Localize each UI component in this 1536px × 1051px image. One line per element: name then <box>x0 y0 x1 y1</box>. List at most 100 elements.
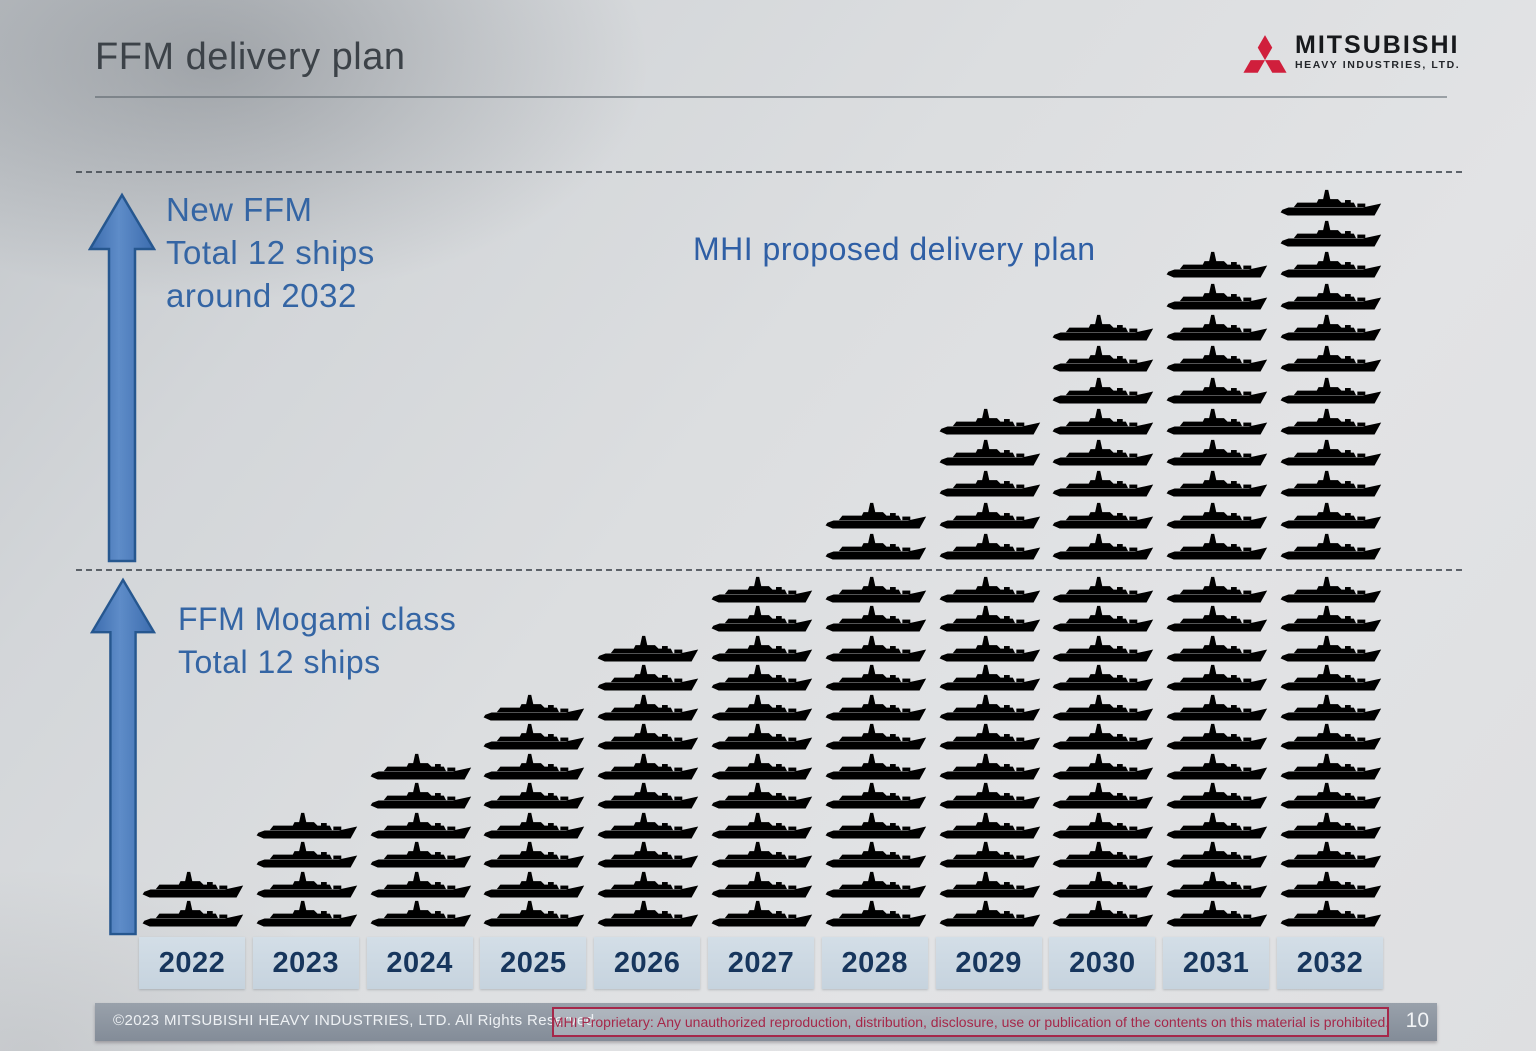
new-ffm-ship-icon <box>1277 283 1383 313</box>
mogami-ship-icon <box>1049 605 1155 635</box>
mogami-ship-icon <box>1277 723 1383 753</box>
mogami-ship-icon <box>1163 576 1269 606</box>
mogami-ship-icon <box>1163 635 1269 665</box>
mogami-ship-icon <box>480 812 586 842</box>
mogami-ship-icon <box>594 664 700 694</box>
new-ffm-ship-icon <box>1277 251 1383 281</box>
mogami-ship-icon <box>822 694 928 724</box>
mogami-ship-icon <box>253 900 359 930</box>
new-ffm-ship-icon <box>1049 314 1155 344</box>
year-label-2029: 2029 <box>935 937 1042 989</box>
new-ffm-ship-icon <box>1163 345 1269 375</box>
mogami-ship-icon <box>936 900 1042 930</box>
mogami-ship-icon <box>822 812 928 842</box>
mogami-ship-icon <box>708 605 814 635</box>
mogami-ship-icon <box>708 782 814 812</box>
mogami-ship-icon <box>822 605 928 635</box>
new-ffm-label-line3: around 2032 <box>166 277 357 314</box>
year-label-2032: 2032 <box>1277 937 1383 989</box>
mogami-ship-icon <box>1163 841 1269 871</box>
mogami-ship-icon <box>1163 753 1269 783</box>
new-ffm-ship-icon <box>1049 345 1155 375</box>
footer-bar: ©2023 MITSUBISHI HEAVY INDUSTRIES, LTD. … <box>95 1003 1437 1041</box>
new-ffm-ship-icon <box>1277 189 1383 219</box>
mogami-ship-icon <box>936 635 1042 665</box>
year-label-2028: 2028 <box>821 937 928 989</box>
mogami-ship-icon <box>1049 812 1155 842</box>
mogami-ship-icon <box>708 753 814 783</box>
new-ffm-ship-icon <box>1277 314 1383 344</box>
new-ffm-ship-icon <box>1163 408 1269 438</box>
year-label-text: 2028 <box>841 946 909 979</box>
new-ffm-ship-icon <box>1163 377 1269 407</box>
new-ffm-ship-icon <box>1163 283 1269 313</box>
mitsubishi-three-diamond-icon <box>1243 35 1287 73</box>
mogami-ship-icon <box>1163 723 1269 753</box>
new-ffm-ship-icon <box>1049 533 1155 563</box>
new-ffm-ship-icon <box>1277 533 1383 563</box>
new-ffm-ship-icon <box>1163 470 1269 500</box>
mogami-ship-icon <box>480 782 586 812</box>
mogami-ship-icon <box>367 812 473 842</box>
mogami-ship-icon <box>822 753 928 783</box>
new-ffm-ship-icon <box>1277 377 1383 407</box>
new-ffm-ship-icon <box>822 533 928 563</box>
year-label-2027: 2027 <box>708 937 814 989</box>
new-ffm-ship-icon <box>1049 439 1155 469</box>
year-label-text: 2031 <box>1182 946 1250 979</box>
mogami-label-line1: FFM Mogami class <box>178 601 457 637</box>
mogami-ship-icon <box>139 900 245 930</box>
year-label-text: 2029 <box>955 946 1022 979</box>
mogami-ship-icon <box>936 782 1042 812</box>
mogami-ship-icon <box>1277 900 1383 930</box>
mogami-ship-icon <box>708 664 814 694</box>
mogami-ship-icon <box>253 871 359 901</box>
copyright-text: ©2023 MITSUBISHI HEAVY INDUSTRIES, LTD. … <box>113 1012 600 1029</box>
mogami-ship-icon <box>480 723 586 753</box>
mogami-ship-icon <box>139 871 245 901</box>
mogami-ship-icon <box>936 871 1042 901</box>
mogami-ship-icon <box>367 753 473 783</box>
new-ffm-ship-icon <box>936 533 1042 563</box>
mogami-ship-icon <box>480 753 586 783</box>
new-ffm-ship-icon <box>936 502 1042 532</box>
mogami-ship-icon <box>936 753 1042 783</box>
mogami-ship-icon <box>1049 635 1155 665</box>
year-label-2030: 2030 <box>1049 937 1156 989</box>
new-ffm-ship-icon <box>936 408 1042 438</box>
mogami-ship-icon <box>936 664 1042 694</box>
mogami-ship-icon <box>480 900 586 930</box>
new-ffm-ship-icon <box>1277 470 1383 500</box>
mogami-ship-icon <box>1049 753 1155 783</box>
new-ffm-ship-icon <box>1163 251 1269 281</box>
year-label-text: 2022 <box>158 946 226 979</box>
mogami-ship-icon <box>367 782 473 812</box>
mogami-ship-icon <box>1049 782 1155 812</box>
mogami-ship-icon <box>708 841 814 871</box>
section-divider-dashed-line <box>76 569 1462 571</box>
mogami-ship-icon <box>936 605 1042 635</box>
mogami-ship-icon <box>253 841 359 871</box>
mogami-ship-icon <box>1049 871 1155 901</box>
mogami-ship-icon <box>480 694 586 724</box>
mogami-ship-icon <box>936 723 1042 753</box>
mogami-ship-icon <box>594 635 700 665</box>
proprietary-notice-box: MHI Proprietary: Any unauthorized reprod… <box>552 1007 1389 1037</box>
year-label-text: 2027 <box>727 946 795 979</box>
new-ffm-ship-icon <box>1277 439 1383 469</box>
new-ffm-ship-icon <box>1163 502 1269 532</box>
mogami-label-line2: Total 12 ships <box>178 644 381 680</box>
new-ffm-ship-icon <box>1163 314 1269 344</box>
mogami-ship-icon <box>936 694 1042 724</box>
mogami-ship-icon <box>936 812 1042 842</box>
mogami-ship-icon <box>1049 694 1155 724</box>
mogami-ship-icon <box>1049 576 1155 606</box>
mogami-ship-icon <box>822 576 928 606</box>
year-label-2031: 2031 <box>1163 937 1270 989</box>
new-ffm-ship-icon <box>1277 502 1383 532</box>
mogami-ship-icon <box>480 871 586 901</box>
year-label-2022: 2022 <box>139 937 245 989</box>
mogami-ship-icon <box>1049 900 1155 930</box>
new-ffm-ship-icon <box>1277 220 1383 250</box>
